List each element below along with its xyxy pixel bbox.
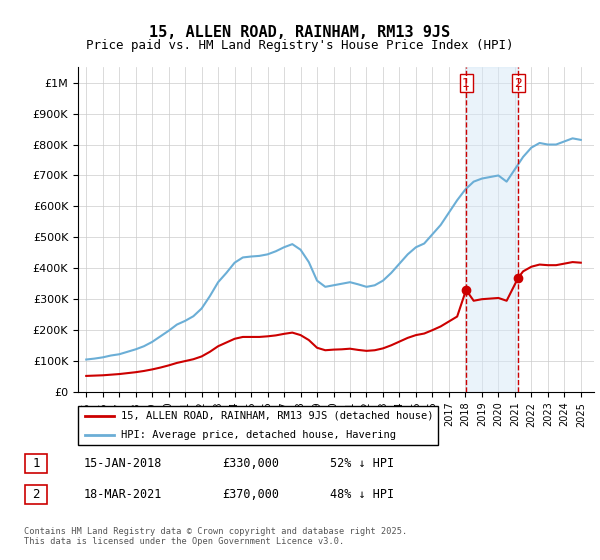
Bar: [466, 67, 518, 392]
FancyBboxPatch shape: [78, 406, 438, 445]
FancyBboxPatch shape: [25, 485, 47, 504]
Text: 2: 2: [32, 488, 40, 501]
Text: Price paid vs. HM Land Registry's House Price Index (HPI): Price paid vs. HM Land Registry's House …: [86, 39, 514, 52]
Text: 1: 1: [462, 77, 470, 90]
Text: 18-MAR-2021: 18-MAR-2021: [84, 488, 163, 501]
FancyBboxPatch shape: [25, 454, 47, 473]
Text: 15, ALLEN ROAD, RAINHAM, RM13 9JS: 15, ALLEN ROAD, RAINHAM, RM13 9JS: [149, 25, 451, 40]
Text: 15-JAN-2018: 15-JAN-2018: [84, 457, 163, 470]
Text: £370,000: £370,000: [222, 488, 279, 501]
Text: 52% ↓ HPI: 52% ↓ HPI: [330, 457, 394, 470]
Text: £330,000: £330,000: [222, 457, 279, 470]
Text: 2: 2: [514, 77, 522, 90]
Text: 48% ↓ HPI: 48% ↓ HPI: [330, 488, 394, 501]
Text: HPI: Average price, detached house, Havering: HPI: Average price, detached house, Have…: [121, 431, 396, 440]
Text: Contains HM Land Registry data © Crown copyright and database right 2025.
This d: Contains HM Land Registry data © Crown c…: [24, 526, 407, 546]
Text: 1: 1: [32, 457, 40, 470]
Text: 15, ALLEN ROAD, RAINHAM, RM13 9JS (detached house): 15, ALLEN ROAD, RAINHAM, RM13 9JS (detac…: [121, 411, 434, 421]
